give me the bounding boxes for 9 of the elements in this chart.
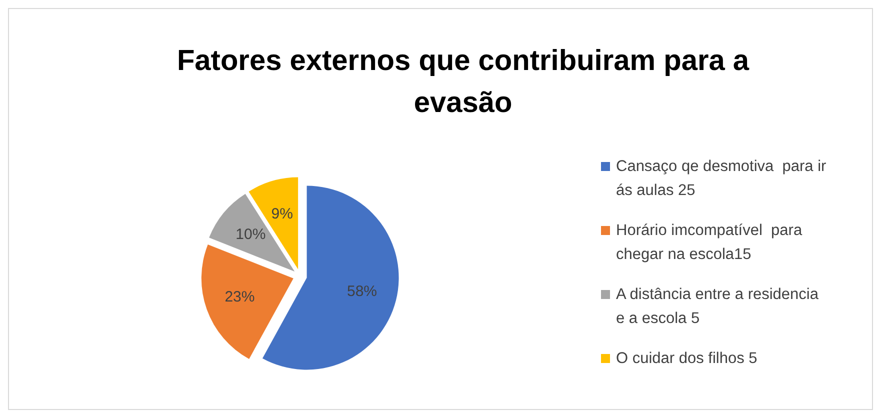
data-label: 58% [347,282,378,300]
legend-label: A distância entre a residencia e a escola 5 [616,286,823,327]
data-label: 9% [271,205,293,222]
chart-title: Fatores externos que contribuiram para a evasão [176,45,750,119]
legend-label: Horário imcompatível para chegar na escola15 [616,222,802,263]
data-label: 23% [224,288,255,306]
data-label: 10% [236,226,266,244]
legend-label: Cansaço qe desmotiva para ir ás aulas 25 [616,158,826,199]
legend-label: O cuidar dos filhos 5 [616,350,758,367]
